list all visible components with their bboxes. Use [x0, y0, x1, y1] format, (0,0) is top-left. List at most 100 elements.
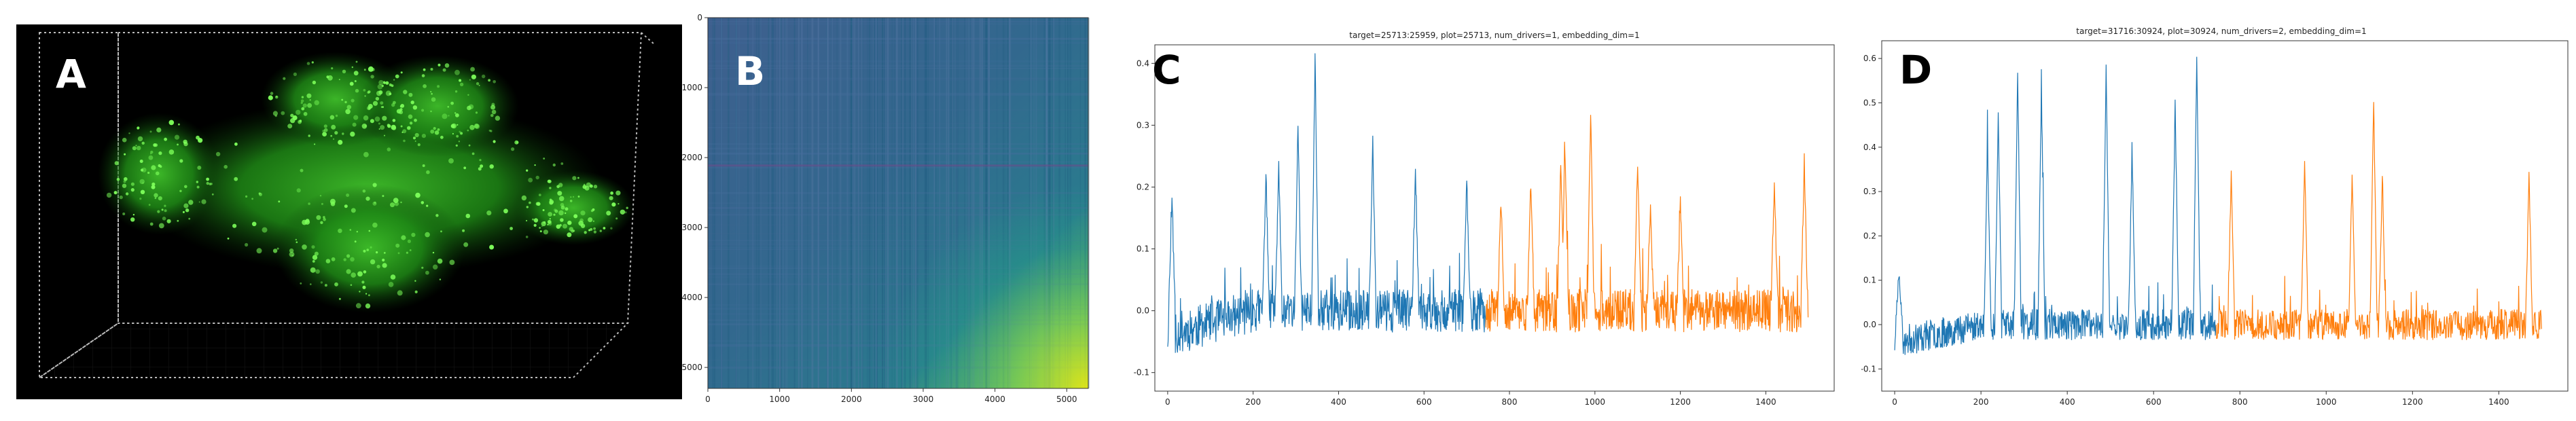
cell-dot: [382, 258, 385, 262]
cell-dot: [459, 130, 461, 133]
fluorescent-cells: [106, 60, 628, 309]
cell-dot: [232, 223, 237, 228]
cell-dot: [387, 124, 390, 127]
cell-dot: [400, 71, 403, 74]
cell-dot: [402, 129, 407, 134]
cell-dot: [580, 223, 586, 228]
cell-dot: [459, 82, 464, 87]
panel-label-b: B: [735, 48, 766, 94]
x-tick-label: 800: [2232, 397, 2248, 407]
cell-dot: [423, 68, 426, 71]
cell-dot: [276, 96, 278, 98]
cell-dot: [320, 281, 323, 284]
cell-dot: [363, 249, 366, 253]
cell-dot: [528, 177, 533, 183]
cell-dot: [311, 245, 315, 249]
x-tick-label: 0: [1892, 397, 1897, 407]
cell-dot: [331, 257, 336, 261]
cell-dot: [401, 131, 404, 133]
cell-dot: [526, 206, 529, 208]
cell-dot: [434, 130, 440, 135]
cell-dot: [346, 254, 351, 258]
cell-dot: [130, 182, 135, 186]
cell-dot: [556, 185, 560, 189]
cell-dot: [488, 79, 490, 82]
cell-dot: [547, 223, 549, 225]
cell-dot: [421, 266, 424, 269]
cell-dot: [314, 143, 316, 145]
cell-dot: [538, 194, 541, 196]
cell-dot: [442, 68, 446, 72]
heatmap-column-stripe: [1088, 18, 1090, 388]
cell-dot: [611, 202, 616, 207]
cell-dot: [141, 167, 147, 172]
cell-dot: [474, 124, 480, 129]
cell-dot: [164, 137, 168, 141]
cell-dot: [158, 223, 164, 229]
cell-dot: [149, 222, 154, 226]
cell-dot: [361, 124, 368, 129]
cell-dot: [532, 218, 534, 221]
cell-dot: [148, 204, 151, 206]
cell-dot: [480, 164, 484, 168]
cell-dot: [584, 231, 587, 234]
cell-dot: [490, 130, 493, 132]
cell-dot: [166, 219, 171, 223]
cell-dot: [468, 144, 471, 147]
x-tick-label: 200: [1245, 397, 1261, 407]
cell-dot: [549, 218, 551, 220]
cell-dot: [296, 109, 301, 115]
cell-dot: [407, 239, 412, 243]
x-tick-label: 1400: [1755, 397, 1776, 407]
cell-dot: [334, 282, 338, 287]
cell-dot: [168, 120, 175, 126]
y-tick-label: 5000: [681, 363, 702, 372]
cell-dot: [389, 92, 392, 95]
y-tick-label: 0.4: [1137, 58, 1149, 68]
cell-dot: [366, 249, 369, 251]
cell-dot: [276, 247, 279, 250]
cell-dot: [432, 251, 435, 254]
cell-dot: [375, 96, 380, 101]
cell-dot: [366, 106, 372, 111]
cell-dot: [393, 100, 396, 105]
cell-dot: [323, 216, 325, 219]
y-tick-label: 0.3: [1863, 187, 1876, 196]
cell-dot: [188, 200, 194, 205]
cell-dot: [295, 238, 297, 241]
cell-dot: [421, 109, 425, 112]
y-tick-label: 0.0: [1137, 306, 1149, 316]
cell-dot: [609, 196, 613, 200]
cell-dot: [251, 221, 257, 227]
cell-dot: [488, 129, 491, 132]
cell-dot: [329, 115, 335, 120]
cell-dot: [223, 164, 228, 169]
cell-dot: [397, 290, 403, 296]
cell-dot: [431, 97, 436, 102]
cell-dot: [412, 105, 418, 110]
cell-dot: [476, 82, 480, 86]
cell-dot: [610, 227, 613, 230]
cell-dot: [603, 227, 606, 230]
cell-dot: [463, 166, 467, 170]
cell-dot: [588, 217, 593, 223]
cell-dot: [154, 193, 158, 198]
cell-dot: [137, 126, 140, 130]
cell-dot: [351, 66, 353, 69]
cell-dot: [147, 171, 150, 175]
cell-dot: [430, 110, 432, 113]
cell-dot: [590, 227, 593, 231]
cell-dot: [300, 168, 304, 172]
cell-dot: [365, 293, 368, 295]
cell-dot: [463, 242, 469, 247]
cell-dot: [579, 218, 584, 223]
cell-dot: [316, 215, 321, 220]
y-tick-label: 1000: [681, 83, 702, 92]
cell-dot: [372, 183, 377, 187]
cell-dot: [350, 131, 355, 137]
cell-dot: [491, 109, 497, 115]
cell-dot: [437, 85, 440, 88]
cell-dot: [309, 99, 311, 101]
cell-dot: [281, 111, 285, 115]
cell-dot: [382, 115, 387, 121]
